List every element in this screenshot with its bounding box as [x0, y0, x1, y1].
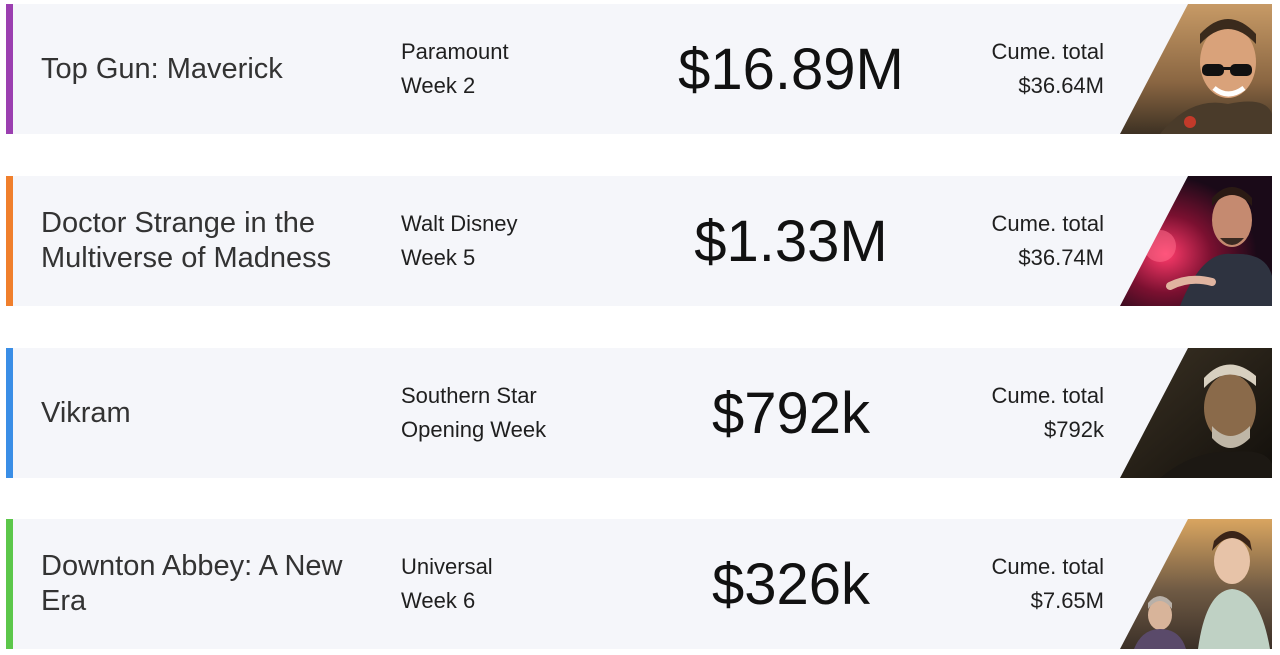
movie-meta: Universal Week 6: [401, 519, 621, 649]
cume-total: Cume. total $792k: [904, 348, 1105, 478]
movie-title: Vikram: [41, 396, 131, 429]
week-label: Week 6: [401, 588, 476, 613]
cume-total: Cume. total $36.64M: [904, 4, 1105, 134]
movie-title: Downton Abbey: A New Era: [41, 550, 343, 617]
weekend-gross: $16.89M: [678, 36, 904, 102]
distributor: Walt Disney: [401, 211, 518, 236]
cume-label: Cume. total: [991, 554, 1105, 579]
week-label: Week 2: [401, 73, 476, 98]
weekend-gross: $326k: [711, 551, 871, 617]
cume-value: $36.74M: [1018, 245, 1104, 270]
distributor: Universal: [401, 554, 493, 579]
top-gun-maverick-poster-icon: [1120, 4, 1272, 134]
distributor: Southern Star: [401, 383, 537, 408]
movie-row[interactable]: Top Gun: Maverick Paramount Week 2 $16.8…: [6, 4, 1272, 134]
accent-bar: [6, 4, 13, 134]
distributor: Paramount: [401, 39, 509, 64]
cume-total: Cume. total $7.65M: [904, 519, 1105, 649]
movie-row[interactable]: Downton Abbey: A New Era Universal Week …: [6, 519, 1272, 649]
movie-meta: Walt Disney Week 5: [401, 176, 621, 306]
movie-row[interactable]: Doctor Strange in the Multiverse of Madn…: [6, 176, 1272, 306]
movie-title: Top Gun: Maverick: [41, 52, 283, 85]
movie-title: Doctor Strange in the Multiverse of Madn…: [41, 207, 332, 274]
downton-abbey-poster-icon: [1120, 519, 1272, 649]
vikram-poster-icon: [1120, 348, 1272, 478]
movie-meta: Paramount Week 2: [401, 4, 621, 134]
accent-bar: [6, 348, 13, 478]
movie-row[interactable]: Vikram Southern Star Opening Week $792k …: [6, 348, 1272, 478]
weekend-gross: $1.33M: [694, 208, 888, 274]
cume-label: Cume. total: [991, 39, 1105, 64]
cume-value: $7.65M: [1030, 588, 1104, 613]
doctor-strange-poster-icon: [1120, 176, 1272, 306]
week-label: Week 5: [401, 245, 476, 270]
week-label: Opening Week: [401, 417, 547, 442]
accent-bar: [6, 176, 13, 306]
cume-value: $792k: [1044, 417, 1104, 442]
cume-label: Cume. total: [991, 211, 1105, 236]
movie-meta: Southern Star Opening Week: [401, 348, 621, 478]
accent-bar: [6, 519, 13, 649]
weekend-gross: $792k: [711, 380, 871, 446]
cume-total: Cume. total $36.74M: [904, 176, 1105, 306]
cume-label: Cume. total: [991, 383, 1105, 408]
cume-value: $36.64M: [1018, 73, 1104, 98]
